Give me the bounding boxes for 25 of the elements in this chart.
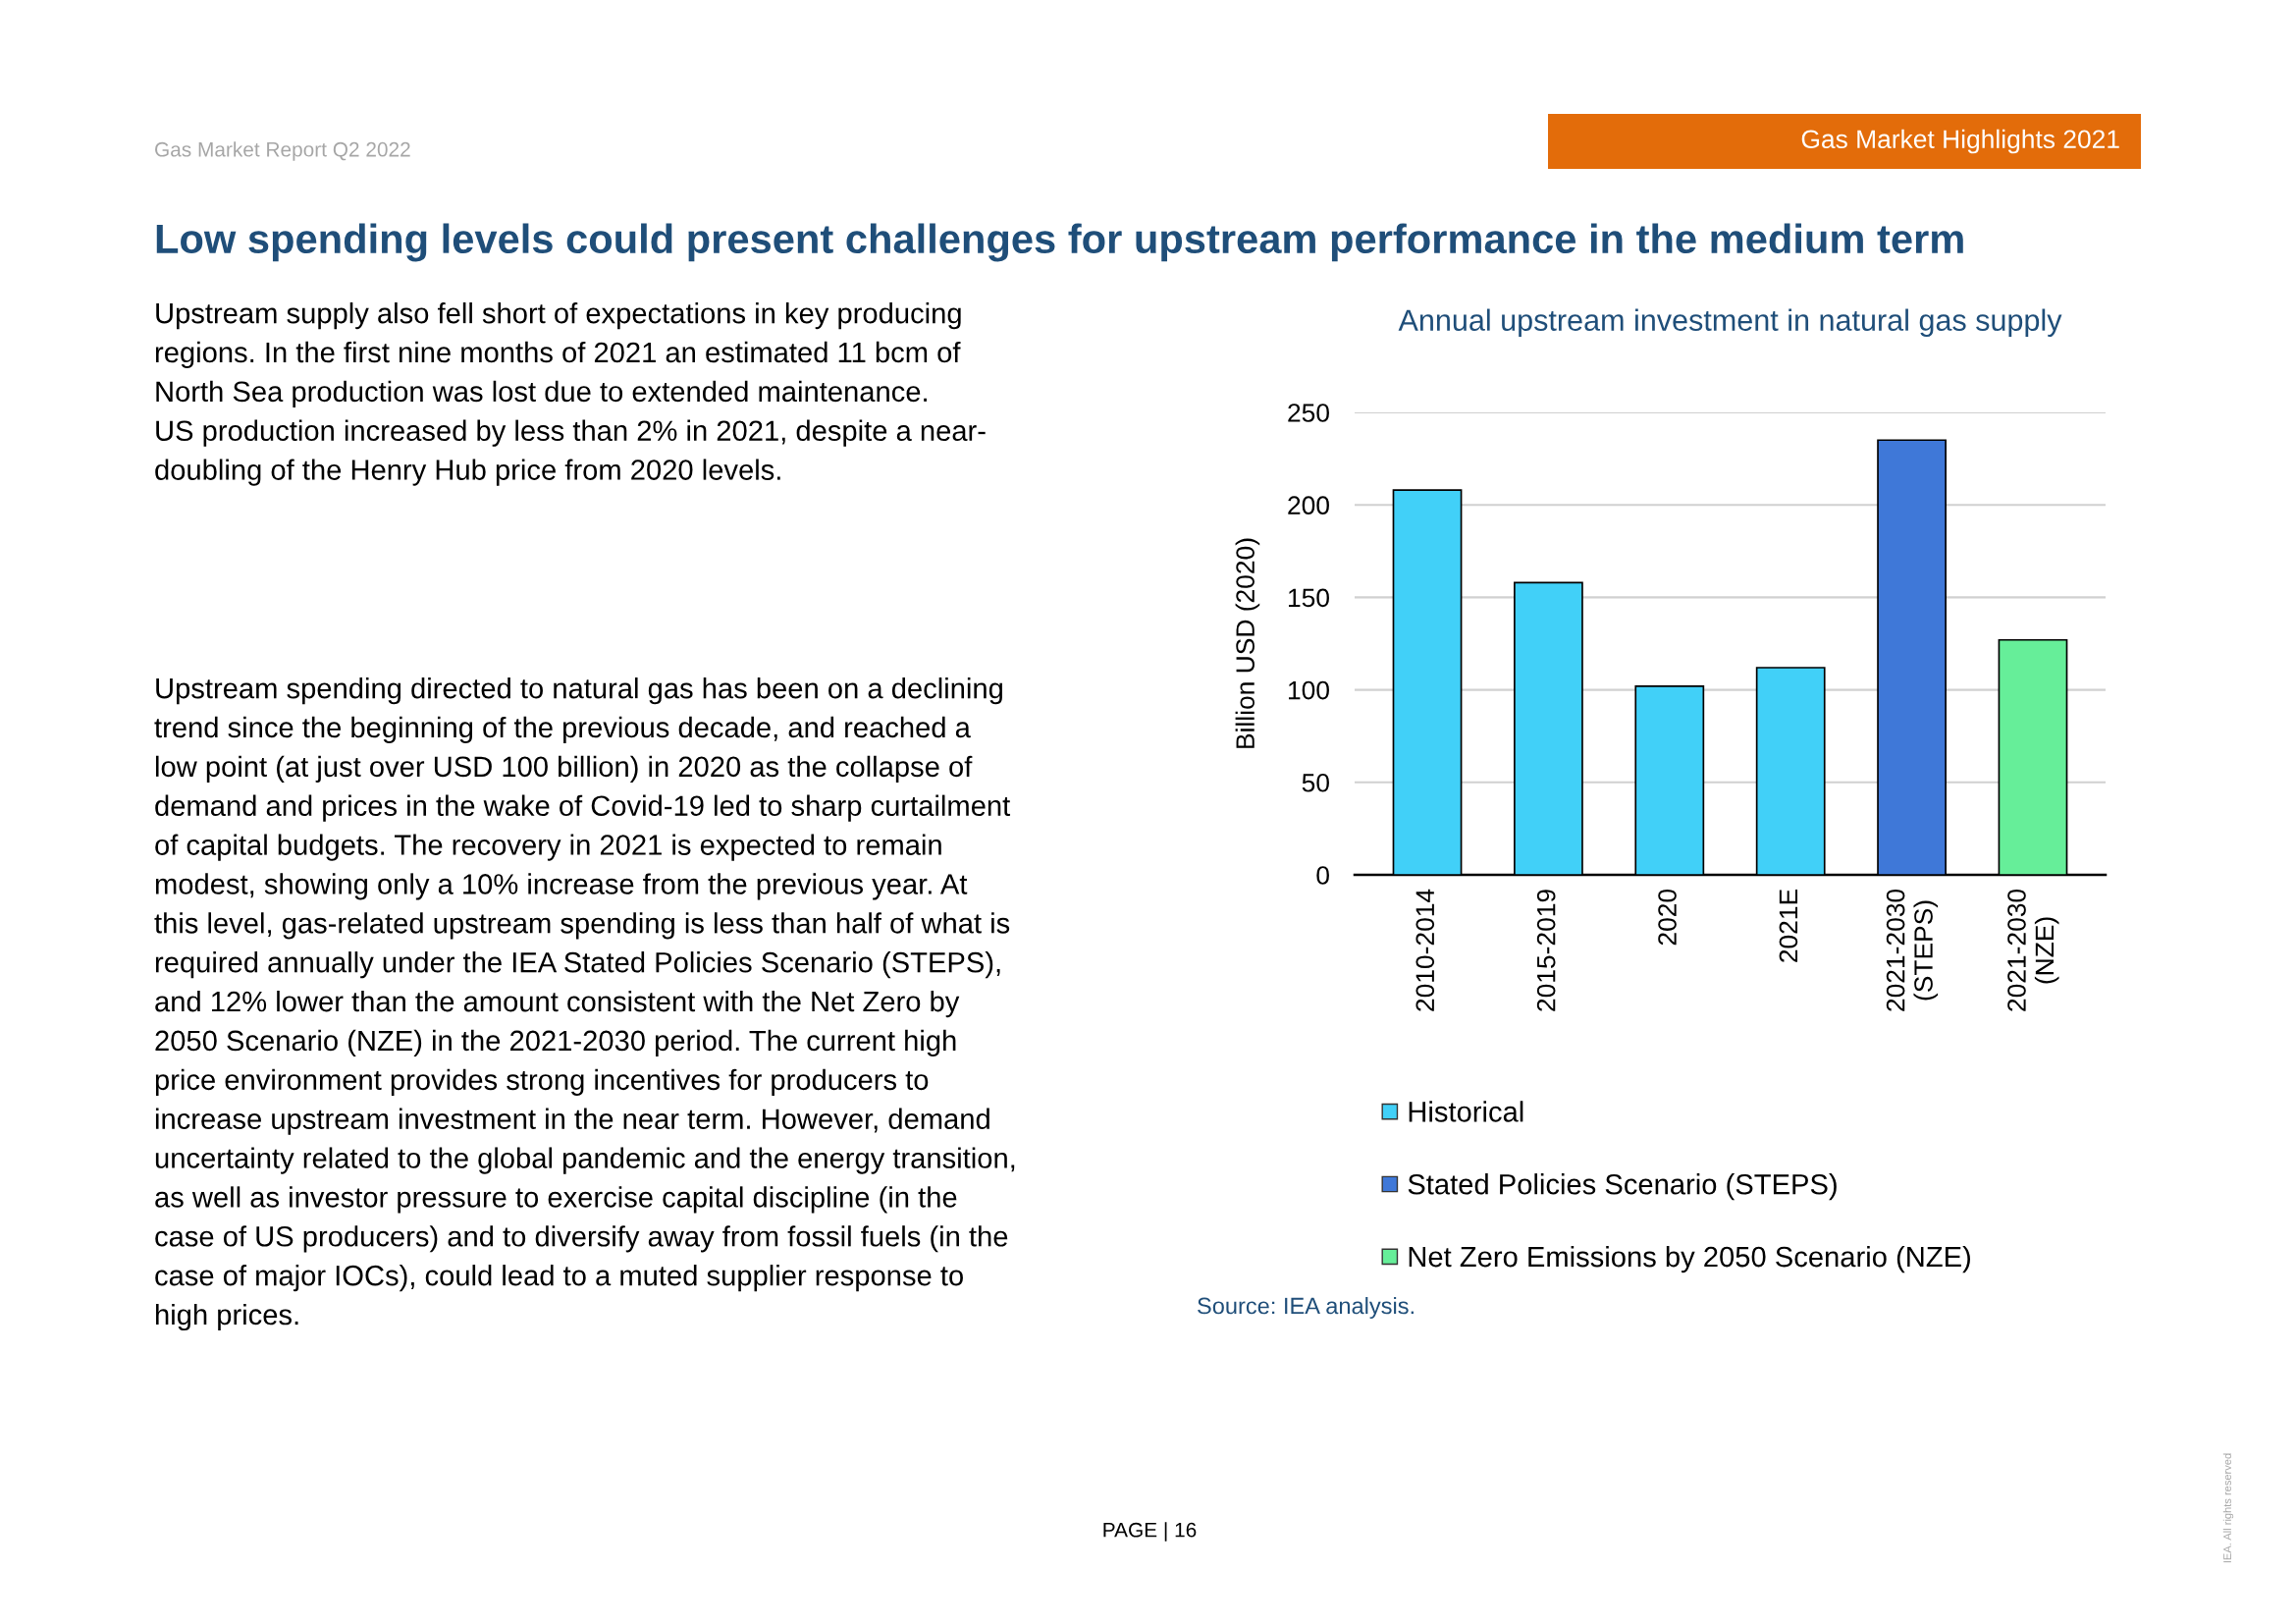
chart-title: Annual upstream investment in natural gas supply: [1398, 308, 2062, 338]
y-tick-label: 150: [1288, 588, 1329, 608]
x-tick-label: 2010-2014: [1415, 889, 1435, 1011]
source-note: Source: IEA analysis.: [1198, 1296, 1414, 1320]
x-tick-label: 2020: [1658, 889, 1677, 946]
x-tick-label: 2021-2030 (NZE): [2007, 889, 2059, 1011]
text: Low spending levels could present challenges for upstream performance in the medium term: [156, 223, 1963, 262]
text: PAGE | 16: [1103, 1522, 1197, 1542]
y-tick-label: 0: [1316, 866, 1329, 885]
legend-label: Historical: [1409, 1101, 1523, 1122]
x-tick-label: 2015-2019: [1536, 890, 1556, 1011]
y-axis-title: Billion USD (2020): [1235, 538, 1260, 748]
x-tick-label: 2021-2030 (STEPS): [1886, 889, 1939, 1011]
y-tick-label: 100: [1288, 680, 1329, 700]
y-tick-label: 200: [1288, 496, 1329, 515]
y-tick-label: 250: [1288, 404, 1329, 422]
text: Upstream supply also fell short of expectations in key producing regions. In the first nine months of 2021 an estimated 11 bcm of North Sea production was lost due to extended maintenance. US production increased by less than 2% in 2021, despite a near- doubling of the Henry Hub price from 2020 levels.: [155, 302, 986, 486]
text: Gas Market Report Q2 2022: [155, 141, 410, 161]
legend-label: Stated Policies Scenario (STEPS): [1408, 1173, 1837, 1201]
text: Gas Market Highlights 2021: [1801, 129, 2119, 154]
y-tick-label: 50: [1302, 773, 1329, 792]
text: IEA. All rights reserved: [2222, 1453, 2234, 1563]
text: Upstream spending directed to natural gas has been on a declining trend since the beginning of the previous decade, and reached a low point (at just over USD 100 billion) in 2020 as the collapse of demand and prices in the wake of Covid-19 led to sharp curtailment of capital budgets. The recovery in 2021 is expected to remain modest, showing only a 10% increase from the previous year. At this level, gas-related upstream spending is less than half of what is required annually under the IEA Stated Policies Scenario (STEPS), and 12% lower than the amount consistent with the Net Zero by 2050 Scenario (NZE) in the 2021-2030 period. The current high price environment provides strong incentives for producers to increase upstream investment in the near term. However, demand uncertainty related to the global pandemic and the energy transition, as well as investor pressure to exercise capital discipline (in the case of US producers) and to diversify away from fossil fuels (in the case of major IOCs), could lead to a muted supplier response to high prices.: [154, 677, 1015, 1331]
legend-label: Net Zero Emissions by 2050 Scenario (NZE): [1409, 1245, 1970, 1273]
x-tick-label: 2021E: [1779, 890, 1798, 962]
